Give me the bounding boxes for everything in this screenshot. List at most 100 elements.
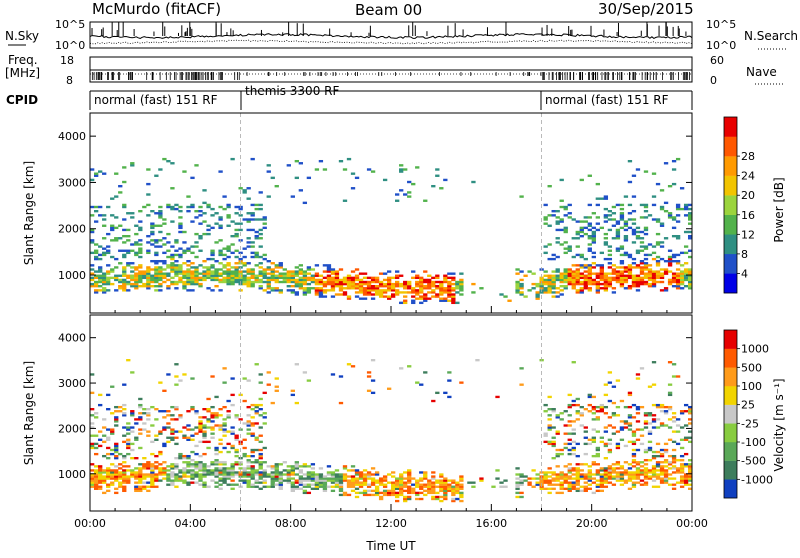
- heatmap-cell: [210, 479, 215, 482]
- heatmap-cell: [447, 487, 452, 490]
- heatmap-cell: [290, 467, 295, 470]
- heatmap-cell: [455, 301, 460, 305]
- heatmap-cell: [174, 375, 179, 378]
- heatmap-cell: [150, 479, 155, 482]
- heatmap-cell: [242, 422, 247, 425]
- heatmap-cell: [166, 278, 171, 282]
- heatmap-cell: [527, 477, 532, 480]
- heatmap-cell: [687, 280, 693, 284]
- heatmap-cell: [110, 430, 115, 433]
- colorbar-tick-label: 500: [741, 361, 762, 374]
- heatmap-cell: [407, 491, 412, 495]
- heatmap-cell: [118, 262, 123, 265]
- heatmap-cell: [671, 278, 677, 282]
- heatmap-cell: [186, 209, 191, 213]
- heatmap-cell: [230, 463, 235, 466]
- heatmap-cell: [659, 461, 665, 464]
- heatmap-cell: [138, 280, 143, 284]
- heatmap-cell: [154, 473, 159, 476]
- heatmap-cell: [166, 249, 171, 252]
- heatmap-cell: [399, 489, 404, 493]
- heatmap-cell: [186, 436, 191, 439]
- heatmap-cell: [659, 424, 665, 427]
- heatmap-cell: [659, 479, 665, 482]
- heatmap-cell: [306, 291, 312, 294]
- heatmap-cell: [94, 249, 99, 252]
- heatmap-cell: [234, 276, 239, 280]
- heatmap-cell: [98, 289, 103, 292]
- heatmap-cell: [286, 469, 291, 472]
- heatmap-cell: [342, 493, 348, 497]
- heatmap-cell: [94, 220, 99, 223]
- heatmap-cell: [130, 469, 135, 472]
- heatmap-cell: [242, 274, 247, 277]
- heatmap-cell: [451, 485, 456, 488]
- heatmap-cell: [102, 172, 107, 175]
- heatmap-cell: [595, 446, 600, 450]
- heatmap-cell: [667, 264, 673, 267]
- heatmap-cell: [563, 465, 568, 468]
- heatmap-cell: [571, 440, 576, 444]
- heatmap-cell: [623, 251, 629, 255]
- heatmap-cell: [619, 253, 625, 257]
- heatmap-cell: [679, 481, 685, 484]
- power-ylabel: Slant Range [km]: [22, 161, 36, 265]
- heatmap-cell: [178, 479, 183, 482]
- heatmap-cell: [114, 469, 119, 472]
- heatmap-cell: [214, 424, 219, 427]
- heatmap-cell: [587, 465, 592, 468]
- heatmap-cell: [687, 473, 693, 476]
- heatmap-cell: [687, 222, 693, 225]
- heatmap-cell: [366, 293, 372, 296]
- heatmap-cell: [90, 214, 95, 217]
- heatmap-cell: [579, 280, 584, 284]
- heatmap-cell: [126, 440, 131, 444]
- heatmap-cell: [683, 403, 689, 407]
- heatmap-cell: [186, 264, 191, 267]
- heatmap-cell: [631, 430, 637, 433]
- heatmap-cell: [142, 463, 147, 466]
- heatmap-cell: [655, 280, 661, 284]
- heatmap-cell: [395, 280, 400, 284]
- heatmap-cell: [294, 159, 299, 163]
- heatmap-cell: [571, 276, 576, 280]
- y-tick-label: 4000: [58, 332, 86, 345]
- heatmap-cell: [170, 405, 175, 409]
- heatmap-cell: [679, 446, 685, 450]
- heatmap-cell: [675, 418, 681, 421]
- heatmap-cell: [623, 228, 629, 232]
- heatmap-cell: [302, 289, 308, 292]
- heatmap-cell: [547, 426, 552, 429]
- heatmap-cell: [90, 268, 95, 271]
- heatmap-cell: [639, 259, 645, 263]
- heatmap-cell: [222, 253, 227, 257]
- heatmap-cell: [126, 465, 131, 468]
- heatmap-cell: [190, 428, 195, 431]
- heatmap-cell: [643, 264, 649, 267]
- heatmap-cell: [338, 479, 344, 482]
- heatmap-cell: [242, 270, 247, 273]
- heatmap-cell: [130, 442, 135, 446]
- heatmap-cell: [170, 262, 175, 265]
- heatmap-cell: [118, 483, 123, 486]
- heatmap-cell: [242, 191, 247, 194]
- heatmap-cell: [555, 216, 560, 219]
- heatmap-cell: [547, 475, 552, 478]
- heatmap-cell: [547, 395, 552, 399]
- heatmap-cell: [683, 230, 689, 234]
- heatmap-cell: [563, 272, 568, 275]
- heatmap-cell: [218, 438, 223, 441]
- heatmap-cell: [190, 176, 195, 180]
- heatmap-cell: [671, 471, 677, 474]
- heatmap-cell: [366, 475, 372, 478]
- heatmap-cell: [435, 168, 440, 171]
- heatmap-cell: [302, 291, 308, 294]
- heatmap-cell: [222, 195, 227, 198]
- heatmap-cell: [106, 408, 111, 411]
- heatmap-cell: [611, 291, 617, 294]
- heatmap-cell: [174, 408, 179, 411]
- heatmap-cell: [639, 245, 645, 248]
- heatmap-cell: [419, 491, 424, 495]
- heatmap-cell: [106, 272, 111, 275]
- heatmap-cell: [262, 479, 267, 482]
